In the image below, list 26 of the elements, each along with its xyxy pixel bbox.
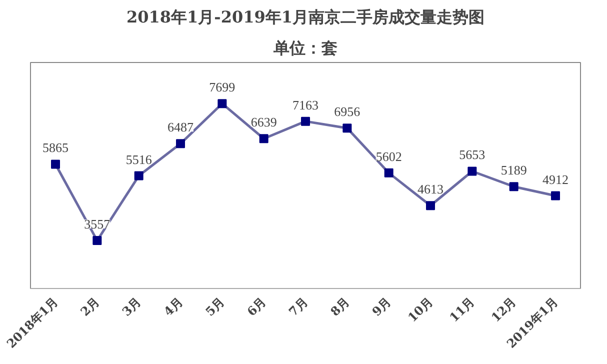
x-tick-label: 9月 [369,294,394,319]
data-label: 6639 [250,114,277,130]
data-label: 5189 [500,162,527,178]
data-label: 6956 [334,104,361,120]
x-tick-label: 5月 [202,294,228,319]
x-tick-label: 3月 [119,294,144,319]
data-label: 7163 [292,97,318,112]
data-label: 7699 [209,80,236,95]
x-tick-label: 10月 [405,294,436,325]
data-label: 5653 [459,147,486,162]
x-tick-label: 7月 [286,294,310,319]
data-label: 5865 [42,140,68,156]
x-tick-label: 8月 [328,294,352,319]
data-label: 5602 [376,148,402,164]
x-tick-label: 12月 [488,294,519,325]
data-label: 4912 [542,172,568,187]
x-tick-label: 6月 [244,294,269,319]
chart-title: 2018年1月-2019年1月南京二手房成交量走势图 [126,8,484,26]
data-label: 3557 [84,216,111,232]
data-label: 6487 [168,120,194,135]
x-tick-label: 4月 [161,294,186,319]
chart-subtitle: 单位：套 [272,38,338,58]
x-tick-label: 11月 [446,294,478,325]
data-label: 5516 [126,152,152,167]
data-label: 4613 [418,182,444,197]
x-tick-label: 2月 [78,294,102,319]
